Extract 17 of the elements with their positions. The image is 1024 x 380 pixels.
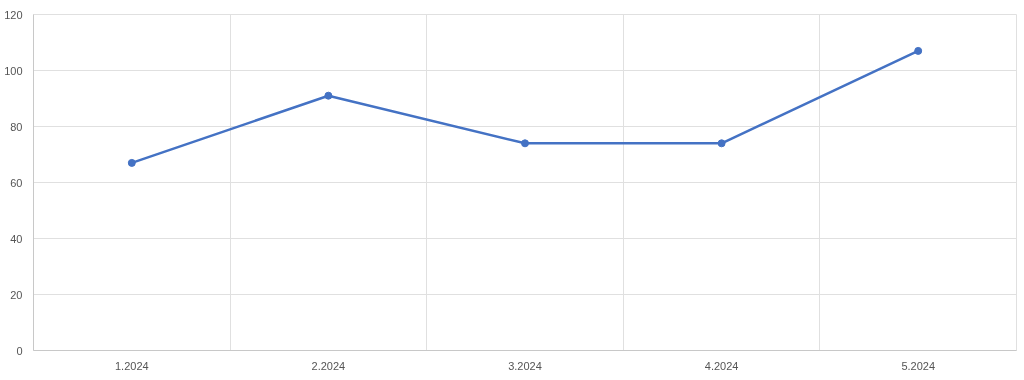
point — [521, 139, 529, 148]
y-tick-label: 120 — [4, 8, 23, 21]
y-tick-label: 40 — [10, 232, 23, 245]
x-tick-label: 4.2024 — [704, 359, 739, 372]
point — [914, 46, 923, 55]
x-tick-label: 3.2024 — [508, 359, 542, 372]
y-tick-label: 100 — [4, 64, 23, 77]
point — [717, 139, 726, 148]
x-tick-label: 1.2024 — [114, 359, 149, 372]
y-tick-label: 80 — [10, 120, 23, 133]
point — [127, 158, 136, 167]
y-tick-label: 20 — [10, 288, 23, 301]
x-tick-label: 2.2024 — [311, 359, 346, 372]
y-tick-label: 0 — [16, 344, 23, 357]
x-tick-label: 5.2024 — [901, 359, 936, 372]
point — [324, 91, 333, 100]
y-tick-label: 60 — [10, 176, 23, 189]
